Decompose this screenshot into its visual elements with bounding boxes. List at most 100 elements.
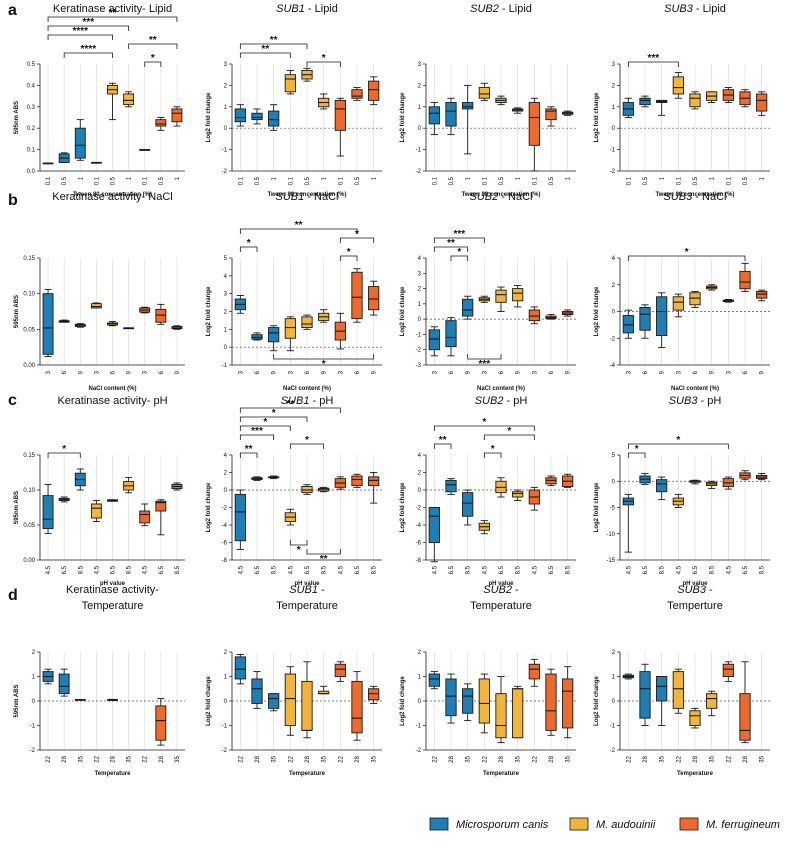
x-tick-label: 22 <box>338 755 344 762</box>
y-tick-label: 0.15 <box>23 256 35 262</box>
box <box>351 271 363 320</box>
box <box>462 298 474 317</box>
x-axis-label: Temperature <box>677 771 714 777</box>
x-tick-label: 6 <box>255 370 261 374</box>
x-tick-label: 22 <box>143 755 149 762</box>
x-tick-label: 1 <box>660 176 666 180</box>
y-axis-label: Log2 fold change <box>594 286 600 336</box>
x-tick-label: 35 <box>660 755 666 762</box>
box <box>268 693 280 709</box>
box <box>155 500 167 512</box>
y-tick-label: 2 <box>418 287 422 293</box>
y-tick-label: -8 <box>416 558 422 564</box>
sig-label: * <box>457 247 461 258</box>
panel-d4: SUB3 - Temperture -2 -1 0 1 2 Log2 fold change 2… <box>594 584 770 777</box>
sig-label: * <box>355 229 359 240</box>
box <box>428 673 440 687</box>
x-tick-label: 6.5 <box>693 565 699 574</box>
x-tick-label: 22 <box>238 755 244 762</box>
legend-swatch <box>569 817 589 831</box>
y-tick-label: 2 <box>32 650 36 656</box>
y-tick-label: -1 <box>610 724 616 730</box>
sig-label: ** <box>109 8 117 19</box>
y-tick-label: -1 <box>222 724 228 730</box>
x-tick-label: 9 <box>516 370 522 374</box>
title-suffix: - Lipid <box>693 3 726 15</box>
sig-bracket <box>128 43 178 49</box>
y-tick-label: -6 <box>416 541 422 547</box>
y-tick-label: 0.2 <box>27 126 36 132</box>
x-tick-label: 3 <box>726 370 732 374</box>
box <box>512 688 524 739</box>
y-tick-label: 0 <box>224 126 228 132</box>
y-tick-label: -2 <box>416 748 422 754</box>
y-tick-label: 4 <box>418 256 422 262</box>
box <box>639 307 651 331</box>
x-tick-label: 6 <box>643 370 649 374</box>
sig-bracket <box>483 452 502 458</box>
sig-label: *** <box>647 53 659 64</box>
y-tick-label: 1 <box>418 105 422 111</box>
panel-title: SUB3 - <box>677 584 713 596</box>
panel-title: Keratinase activity- Lipid <box>53 3 172 15</box>
panel-title: SUB1 - NaCl <box>276 191 339 203</box>
x-tick-label: 0.5 <box>499 176 505 185</box>
sig-bracket <box>47 25 130 31</box>
x-tick-label: 6 <box>111 370 117 374</box>
x-tick-label: 3 <box>432 370 438 374</box>
x-tick-label: 0.1 <box>626 176 632 185</box>
x-axis-label: Tween 80 concentration (%) <box>73 192 152 198</box>
y-axis-label: 595nm ABS <box>14 101 20 134</box>
x-tick-label: 0.1 <box>482 176 488 185</box>
y-tick-label: 3 <box>612 62 616 68</box>
x-tick-label: 6 <box>355 370 361 374</box>
x-tick-label: 0.1 <box>532 176 538 185</box>
title-suffix: Keratinase activity- <box>66 584 159 596</box>
x-tick-label: 9 <box>372 370 378 374</box>
y-tick-label: -2 <box>416 169 422 175</box>
sig-bracket <box>239 416 308 422</box>
box <box>368 80 380 101</box>
box <box>351 89 363 99</box>
panel-d2: SUB1 - Temperature -2 -1 0 1 2 Log2 fold change… <box>206 584 382 777</box>
title-suffix: - <box>318 584 325 596</box>
x-tick-label: 9 <box>272 370 278 374</box>
y-tick-label: -3 <box>416 363 422 369</box>
y-axis-label: Log2 fold change <box>594 92 600 142</box>
title-suffix: Keratinase activity- NaCl <box>52 191 172 203</box>
sig-label: ** <box>261 44 269 55</box>
panel-b1: b Keratinase activity- NaCl 0.00 0.05 0.10 0.… <box>8 191 185 392</box>
x-tick-label: 0.5 <box>643 176 649 185</box>
y-tick-label: 0 <box>32 699 36 705</box>
x-tick-label: 3 <box>143 370 149 374</box>
legend-swatch <box>429 817 449 831</box>
box <box>656 676 668 702</box>
box <box>478 87 490 99</box>
panel-b4: SUB3 - NaCl -4 -2 0 2 4 Log2 fold change 3 6 9 3 6 9… <box>594 191 770 392</box>
panel-title: SUB2 - Lipid <box>470 3 532 15</box>
box <box>90 503 102 519</box>
x-tick-label: 0.5 <box>159 176 165 185</box>
x-tick-label: 22 <box>532 755 538 762</box>
box <box>301 316 313 329</box>
x-tick-label: 0.1 <box>726 176 732 185</box>
sig-label: ** <box>270 35 278 46</box>
sig-bracket <box>289 540 308 546</box>
title-gene: SUB3 <box>664 3 694 15</box>
title-suffix: - NaCl <box>498 191 532 203</box>
y-tick-label: 4 <box>612 256 616 262</box>
y-tick-label: -2 <box>30 748 36 754</box>
x-tick-label: 9 <box>566 370 572 374</box>
sig-bracket <box>47 34 113 40</box>
panel-title: SUB2 - pH <box>475 395 528 407</box>
panel-b2: SUB1 - NaCl -1 0 1 2 3 4 5 Log2 fold change 3 6 9 3 6… <box>206 191 382 392</box>
box <box>284 318 296 339</box>
sig-bracket <box>144 61 162 67</box>
panel-a4: SUB3 - Lipid -2 -1 0 1 2 3 Log2 fold change 0.1 0… <box>594 3 770 198</box>
y-tick-label: -2 <box>610 336 616 342</box>
y-tick-label: 2 <box>612 283 616 289</box>
y-axis-label: Log2 fold change <box>206 676 212 726</box>
x-tick-label: 8.5 <box>466 565 472 574</box>
y-tick-label: -1 <box>416 332 422 338</box>
